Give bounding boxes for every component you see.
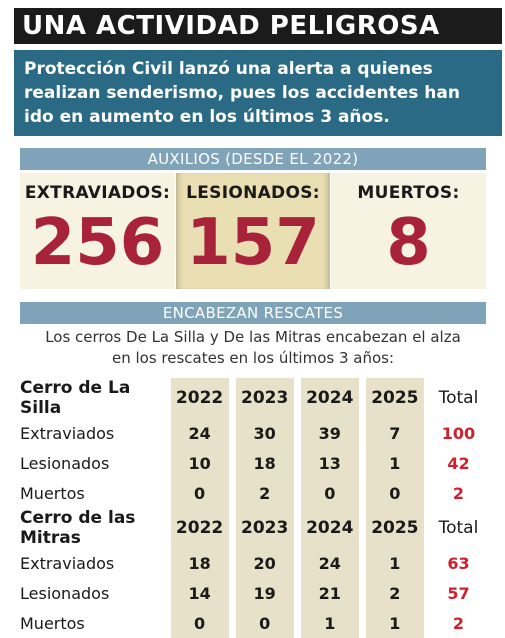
intro-text: Protección Civil lanzó una alerta a quie… (14, 50, 502, 136)
row-total: 42 (447, 453, 470, 473)
table-cerro-la-silla: Cerro de La Silla 2022 2023 2024 2025 To… (20, 378, 486, 508)
page-title: UNA ACTIVIDAD PELIGROSA (14, 8, 502, 44)
cell-value: 1 (300, 608, 359, 638)
row-label: Extraviados (20, 553, 115, 573)
cell-value: 0 (235, 608, 294, 638)
cell-value: 19 (235, 578, 294, 608)
row-label: Lesionados (20, 583, 110, 603)
year-header: 2022 (170, 378, 229, 418)
cell-value: 39 (300, 418, 359, 448)
cell-value: 0 (170, 608, 229, 638)
cell-value: 0 (365, 478, 424, 508)
stat-label: EXTRAVIADOS: (24, 183, 171, 203)
table-title: Cerro de las Mitras (20, 508, 136, 548)
table-row: Muertos 0 0 1 1 2 (20, 608, 486, 638)
row-total: 2 (452, 613, 465, 633)
row-total: 63 (447, 553, 470, 573)
cell-value: 14 (170, 578, 229, 608)
year-header: 2024 (300, 378, 359, 418)
rescates-subtitle: Los cerros De La Silla y De las Mitras e… (20, 327, 486, 369)
cell-value: 21 (300, 578, 359, 608)
table-row: Lesionados 10 18 13 1 42 (20, 448, 486, 478)
table-cerro-las-mitras: Cerro de las Mitras 2022 2023 2024 2025 … (20, 508, 486, 638)
cell-value: 1 (365, 448, 424, 478)
cell-value: 24 (170, 418, 229, 448)
cell-value: 18 (170, 548, 229, 578)
subtitle-line: Los cerros De La Silla y De las Mitras e… (45, 328, 461, 346)
cell-value: 10 (170, 448, 229, 478)
stat-extraviados: EXTRAVIADOS: 256 (20, 173, 175, 289)
table-row: Muertos 0 2 0 0 2 (20, 478, 486, 508)
row-total: 2 (452, 483, 465, 503)
cell-value: 2 (235, 478, 294, 508)
cell-value: 0 (170, 478, 229, 508)
year-header: 2023 (235, 378, 294, 418)
year-header: 2025 (365, 508, 424, 548)
stat-lesionados: LESIONADOS: 157 (176, 173, 330, 289)
stat-label: LESIONADOS: (186, 183, 320, 203)
row-label: Lesionados (20, 453, 110, 473)
year-header: 2024 (300, 508, 359, 548)
row-total: 100 (441, 423, 476, 443)
rescates-heading: ENCABEZAN RESCATES (20, 302, 486, 324)
cell-value: 13 (300, 448, 359, 478)
stat-value: 157 (186, 206, 320, 280)
total-header: Total (438, 388, 479, 408)
table-title: Cerro de La Silla (20, 378, 131, 418)
table-header-row: Cerro de las Mitras 2022 2023 2024 2025 … (20, 508, 486, 548)
year-header: 2025 (365, 378, 424, 418)
subtitle-line: en los rescates en los últimos 3 años: (111, 349, 395, 367)
table-header-row: Cerro de La Silla 2022 2023 2024 2025 To… (20, 378, 486, 418)
row-label: Muertos (20, 613, 85, 633)
cell-value: 24 (300, 548, 359, 578)
stat-muertos: MUERTOS: 8 (331, 173, 486, 289)
row-total: 57 (447, 583, 470, 603)
year-header: 2023 (235, 508, 294, 548)
total-header: Total (438, 518, 479, 538)
row-label: Muertos (20, 483, 85, 503)
auxilios-heading: AUXILIOS (DESDE EL 2022) (20, 148, 486, 170)
stat-label: MUERTOS: (357, 183, 460, 203)
cell-value: 20 (235, 548, 294, 578)
table-row: Extraviados 18 20 24 1 63 (20, 548, 486, 578)
table-row: Lesionados 14 19 21 2 57 (20, 578, 486, 608)
cell-value: 18 (235, 448, 294, 478)
stat-value: 8 (386, 206, 431, 280)
cell-value: 30 (235, 418, 294, 448)
year-header: 2022 (170, 508, 229, 548)
row-label: Extraviados (20, 423, 115, 443)
cell-value: 1 (365, 548, 424, 578)
cell-value: 0 (300, 478, 359, 508)
table-row: Extraviados 24 30 39 7 100 (20, 418, 486, 448)
cell-value: 2 (365, 578, 424, 608)
stat-value: 256 (30, 206, 165, 280)
cell-value: 1 (365, 608, 424, 638)
cell-value: 7 (365, 418, 424, 448)
